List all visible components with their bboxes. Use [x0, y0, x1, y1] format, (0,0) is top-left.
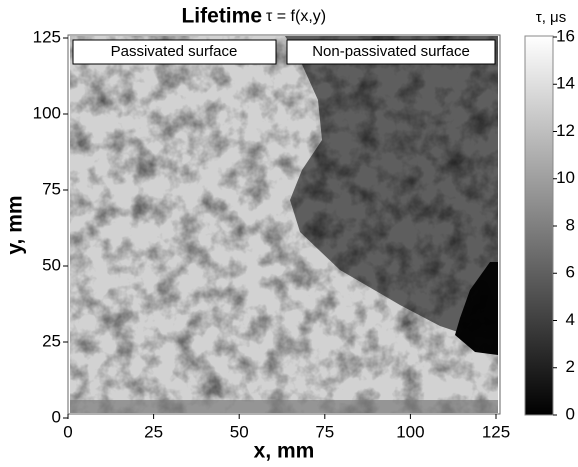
- y-tick-label: 25: [42, 331, 61, 350]
- colorbar: [524, 35, 554, 416]
- y-tick-label: 100: [33, 103, 61, 122]
- annotation-box: [72, 39, 277, 65]
- x-tick-label: 100: [396, 422, 424, 441]
- colorbar-tick-label: 2: [566, 357, 575, 376]
- map-edge: [70, 400, 498, 413]
- annotation: Non-passivated surface: [312, 43, 470, 60]
- y-tick-label: 0: [52, 407, 61, 426]
- colorbar-tick-label: 0: [566, 404, 575, 423]
- annotation-box: [286, 39, 496, 65]
- y-tick-label: 50: [42, 255, 61, 274]
- y-axis-label: y, mm: [4, 195, 27, 254]
- y-tick-label: 125: [33, 27, 61, 46]
- x-tick-label: 125: [482, 422, 510, 441]
- colorbar-tick-label: 10: [556, 168, 575, 187]
- x-axis-label: x, mm: [254, 440, 315, 463]
- colorbar-tick-label: 6: [566, 263, 575, 282]
- plot-frame: [67, 34, 501, 415]
- y-tick-label: 75: [42, 179, 61, 198]
- colorbar-tick-label: 8: [566, 215, 575, 234]
- chart-title: Lifetime: [181, 5, 262, 28]
- lifetime-map: [70, 36, 498, 413]
- colorbar-tick-label: 14: [556, 74, 575, 93]
- colorbar-tick-label: 16: [556, 26, 575, 45]
- map-texture: [70, 36, 498, 413]
- colorbar-label: τ, μs: [536, 9, 566, 26]
- colorbar-tick-label: 12: [556, 121, 575, 140]
- x-tick-label: 75: [315, 422, 334, 441]
- x-tick-label: 0: [63, 422, 72, 441]
- colorbar-tick-label: 4: [566, 310, 575, 329]
- annotation: Passivated surface: [111, 43, 238, 60]
- chart-subtitle: τ = f(x,y): [266, 8, 326, 25]
- x-tick-label: 25: [144, 422, 163, 441]
- x-tick-label: 50: [230, 422, 249, 441]
